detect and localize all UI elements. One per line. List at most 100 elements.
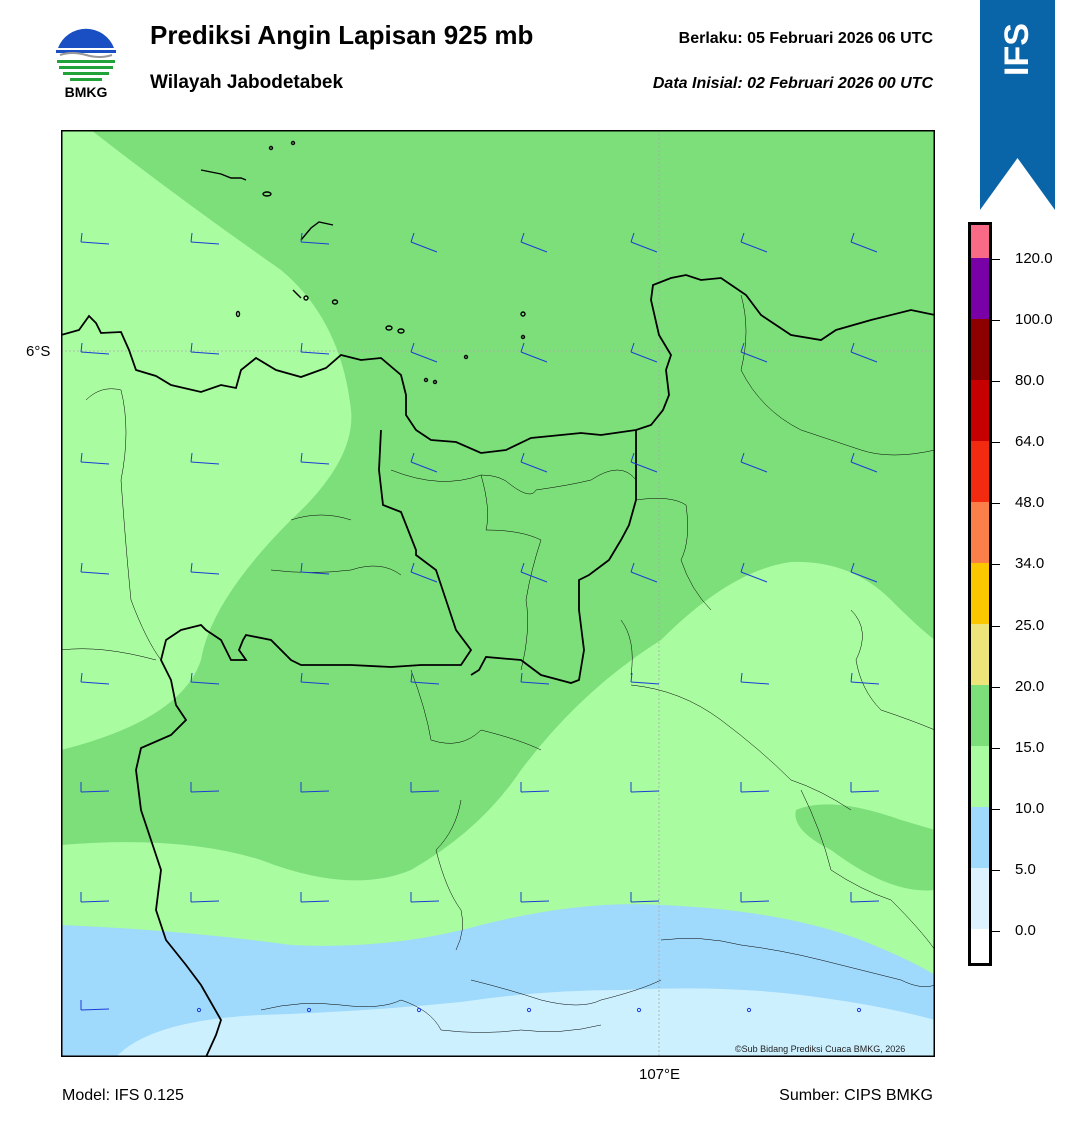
wind-barb (850, 782, 880, 793)
band-15-20-east (795, 804, 935, 891)
wind-barb (80, 232, 110, 245)
wind-barb (300, 562, 330, 575)
colorbar-tick-label: 0.0 (1015, 922, 1036, 939)
colorbar-tick (992, 747, 1000, 749)
colorbar-segment (968, 624, 992, 685)
wind-barb (630, 452, 658, 473)
colorbar-tick (992, 503, 1000, 505)
logo-text: BMKG (64, 84, 108, 100)
colorbar-segment (968, 807, 992, 868)
wind-barb (740, 562, 768, 583)
wind-barb (190, 782, 220, 793)
islands (200, 140, 526, 385)
colorbar-tick-label: 20.0 (1015, 677, 1045, 695)
colorbar-tick-label: 5.0 (1015, 860, 1036, 878)
bmkg-logo-icon (56, 26, 116, 86)
lat-tick-label: 6°S (26, 343, 51, 360)
colorbar-tick-label: 15.0 (1015, 738, 1045, 756)
colorbar-tick-label: 64.0 (1015, 433, 1045, 451)
wind-barb (410, 452, 438, 473)
colorbar-tick (992, 564, 1000, 566)
province-border-east (470, 430, 637, 684)
colorbar-tick (992, 320, 1000, 321)
wind-barb (630, 562, 658, 583)
wind-barb (630, 892, 660, 903)
wind-barb (80, 562, 110, 575)
colorbar-tick-label: 80.0 (1015, 372, 1045, 390)
calm-wind-marker (196, 1007, 202, 1013)
wind-barb (190, 232, 220, 245)
wind-barb (520, 452, 548, 473)
calm-wind-marker (856, 1007, 862, 1013)
colorbar-tick-label: 100.0 (1015, 311, 1053, 328)
colorbar-tick-label: 48.0 (1015, 494, 1045, 512)
colorbar-tick-label: 120.0 (1015, 249, 1053, 267)
wind-barb (190, 672, 220, 685)
wind-barb (410, 342, 438, 363)
wind-barb (630, 782, 660, 793)
wind-barb (410, 892, 440, 903)
colorbar-tick-label: 10.0 (1015, 799, 1045, 817)
wind-barb (630, 342, 658, 363)
model-badge-text: IFS (998, 23, 1036, 76)
colorbar-segment (968, 258, 992, 319)
wind-barb (410, 232, 438, 253)
region-subtitle: Wilayah Jabodetabek (150, 72, 344, 93)
colorbar-tick (992, 686, 1000, 688)
colorbar-tick-label: 25.0 (1015, 616, 1045, 634)
wind-barb (740, 782, 770, 793)
wind-barb (850, 452, 878, 473)
wind-barb (300, 232, 330, 245)
calm-wind-marker (306, 1007, 312, 1013)
band-0-5 (116, 988, 935, 1057)
wind-barb (80, 782, 110, 793)
colorbar-tick (992, 808, 1000, 810)
model-ribbon (980, 0, 1055, 210)
wind-barb (850, 342, 878, 363)
wind-barb (410, 672, 440, 685)
colorbar-tick (992, 258, 1000, 260)
wind-barb (80, 892, 110, 903)
colorbar-segment (968, 502, 992, 563)
wind-barb (850, 672, 880, 685)
province-border-west (135, 429, 473, 1057)
colorbar-tick (992, 381, 1000, 383)
wind-barb (80, 342, 110, 355)
wind-barb (520, 782, 550, 793)
page-title: Prediksi Angin Lapisan 925 mb (150, 20, 534, 50)
wind-barb (520, 232, 548, 253)
copyright-note: ©Sub Bidang Prediksi Cuaca BMKG, 2026 (735, 1044, 906, 1054)
calm-wind-marker (636, 1007, 642, 1013)
wind-map (61, 130, 935, 1057)
wind-barb (410, 782, 440, 793)
wind-barb (300, 672, 330, 685)
valid-time: Berlaku: 05 Februari 2026 06 UTC (678, 30, 933, 47)
lon-tick-label: 107°E (639, 1066, 681, 1083)
wind-barb (410, 562, 438, 583)
colorbar-segment (968, 868, 992, 929)
colorbar-segment (968, 929, 992, 966)
calm-wind-marker (526, 1007, 532, 1013)
wind-barb (300, 782, 330, 793)
colorbar-segment (968, 563, 992, 624)
model-label: Model: IFS 0.125 (62, 1087, 184, 1104)
colorbar-tick-label: 34.0 (1015, 555, 1045, 573)
initial-data-time: Data Inisial: 02 Februari 2026 00 UTC (652, 75, 933, 92)
calm-wind-marker (746, 1007, 752, 1013)
colorbar-segment (968, 685, 992, 746)
colorbar-tick (992, 442, 1000, 444)
wind-barb (520, 562, 548, 583)
wind-barb (80, 1000, 110, 1011)
wind-barb (190, 342, 220, 355)
colorbar-segment (968, 380, 992, 441)
colorbar-tick (992, 625, 1000, 627)
colorbar (968, 222, 992, 966)
wind-barb (630, 672, 660, 685)
wind-barb (740, 672, 770, 685)
wind-barb (850, 562, 878, 583)
source-label: Sumber: CIPS BMKG (779, 1087, 933, 1104)
colorbar-tick (992, 931, 1000, 932)
colorbar-segment (968, 746, 992, 807)
colorbar-segment (968, 441, 992, 502)
wind-barb (190, 892, 220, 903)
